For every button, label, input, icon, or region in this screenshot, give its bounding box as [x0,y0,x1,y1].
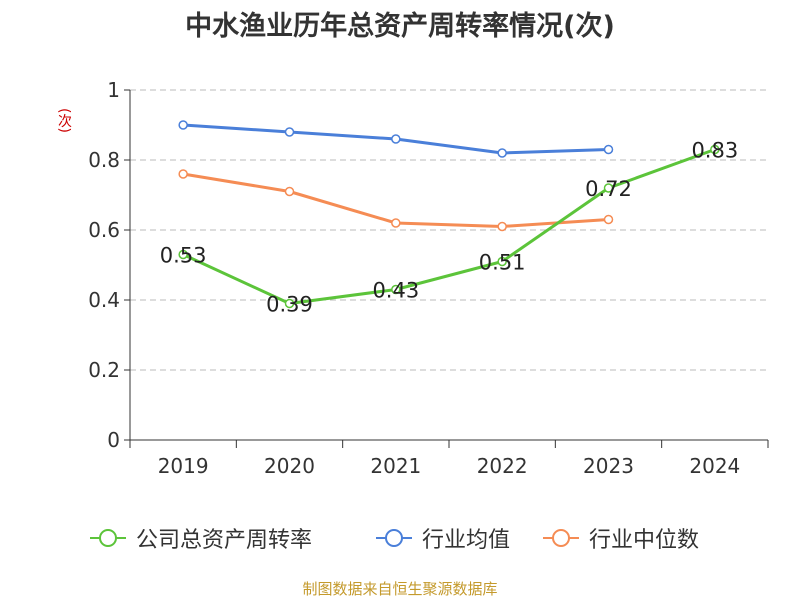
data-point [603,214,614,225]
data-point [284,127,295,137]
x-tick-label: 2019 [158,454,209,478]
series-line-0 [182,148,716,305]
legend-item-company[interactable]: 公司总资产周转率 [88,518,312,558]
legend: 公司总资产周转率 行业均值 行业中位数 [0,518,800,558]
x-tick-label: 2021 [370,454,421,478]
data-label: 0.43 [372,279,419,303]
data-point [178,120,188,130]
data-point [391,134,401,144]
data-label: 0.72 [585,177,632,201]
y-tick-label: 0.4 [88,288,120,312]
data-point [603,144,614,155]
grid-layer [130,89,768,371]
x-tick-label: 2020 [264,454,315,478]
data-point [284,298,295,309]
y-tick-label: 0 [107,428,120,452]
data-point [178,169,188,179]
y-axis-label: (次) [56,108,72,133]
data-point [497,148,507,158]
data-label: 0.39 [266,293,313,317]
y-tick-label: 0.8 [88,148,120,172]
footer-source: 制图数据来自恒生聚源数据库 [302,580,498,598]
series-layer [178,120,720,309]
legend-label-industry-mean: 行业均值 [422,528,511,553]
axis-layer: 0 0.2 0.4 0.6 0.8 1 2019 2020 2021 2022 2023 2024 [88,78,769,478]
legend-marker-industry-mean [376,529,412,547]
data-point [284,186,295,197]
y-tick-label: 0.6 [88,218,120,242]
chart-title: 中水渔业历年总资产周转率情况(次) [185,11,615,42]
legend-item-industry-mean[interactable]: 行业均值 [374,518,510,558]
x-tick-label: 2024 [689,454,740,478]
legend-label-industry-median: 行业中位数 [589,528,700,553]
legend-item-industry-median[interactable]: 行业中位数 [541,518,699,558]
data-point [391,284,401,295]
legend-marker-industry-median [543,529,579,547]
data-label: 0.53 [160,244,207,268]
data-label: 0.83 [691,139,738,163]
data-point [497,221,507,232]
data-label: 0.51 [479,251,526,275]
y-tick-label: 0.2 [88,358,120,382]
data-point [710,144,720,155]
y-tick-label: 1 [107,78,120,102]
legend-marker-company [90,529,126,547]
data-point [497,256,507,267]
data-point [178,249,188,260]
data-label-layer: 0.53 0.39 0.43 0.51 0.72 0.83 [160,139,738,317]
data-point [603,183,614,193]
legend-label-company: 公司总资产周转率 [136,528,313,553]
x-tick-label: 2022 [477,454,528,478]
x-tick-label: 2023 [583,454,634,478]
data-point [391,218,401,228]
